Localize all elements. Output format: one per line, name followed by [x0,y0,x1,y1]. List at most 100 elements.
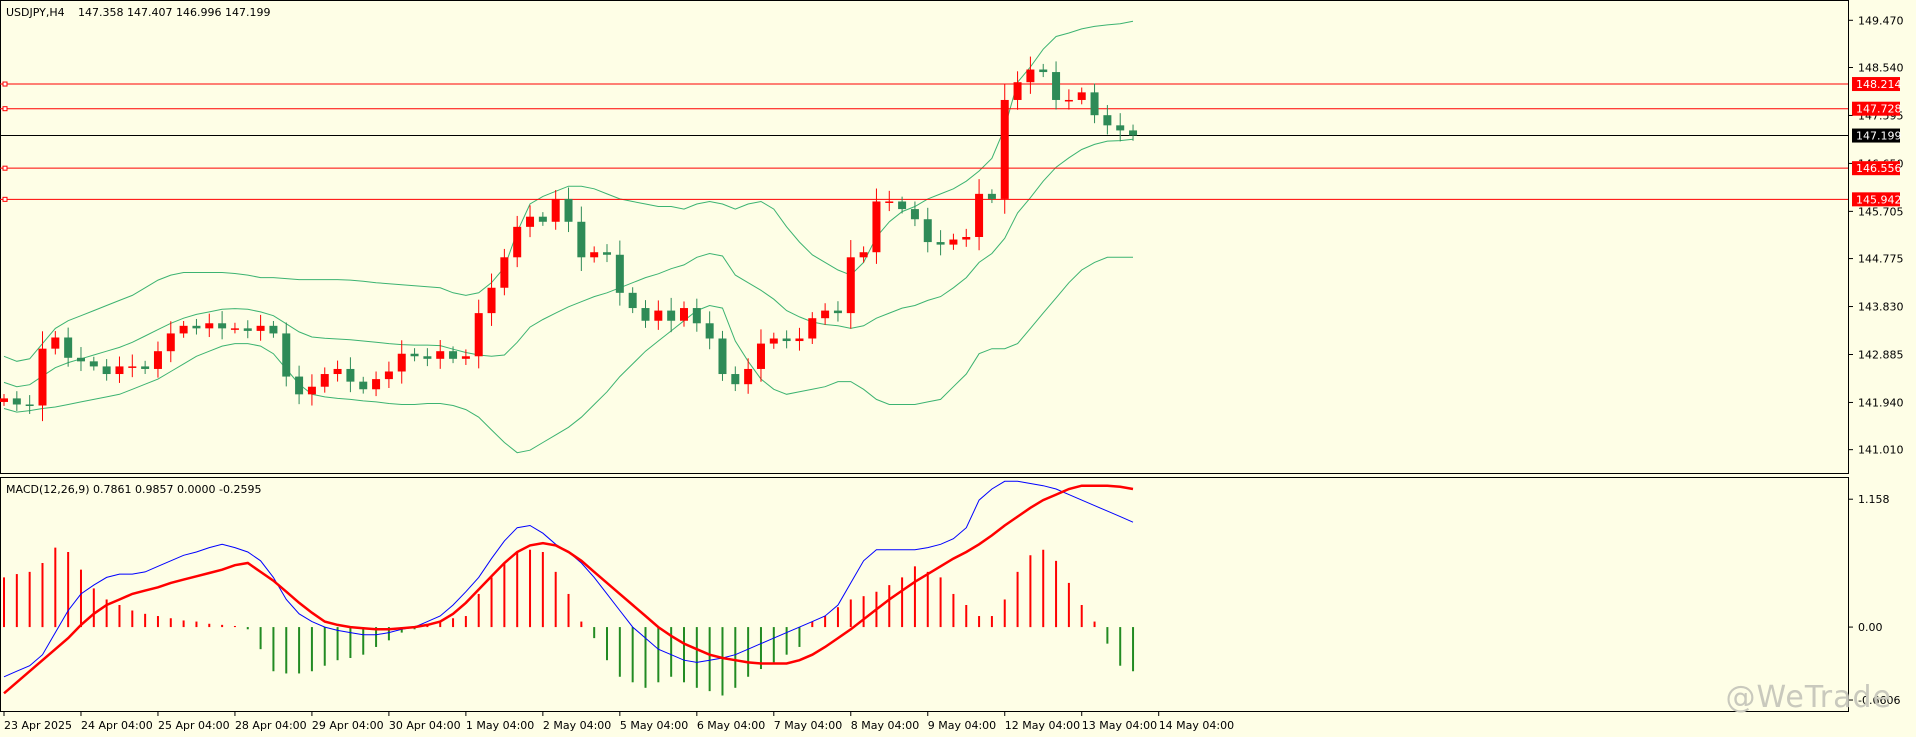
candle-body[interactable] [307,386,316,395]
candle-body[interactable] [923,219,932,243]
candle-body[interactable] [500,257,509,288]
candle-body[interactable] [346,368,355,382]
candle-body[interactable] [538,216,547,222]
candle-body[interactable] [590,252,599,258]
candle-body[interactable] [1129,130,1138,136]
candle-body[interactable] [115,366,124,375]
candle-body[interactable] [744,368,753,385]
candle-body[interactable] [692,308,701,324]
candle-body[interactable] [962,237,971,240]
candle-body[interactable] [218,323,227,329]
candle-body[interactable] [1013,82,1022,100]
candle-body[interactable] [782,338,791,342]
price-tick-label: 145.705 [1858,205,1904,218]
candle-body[interactable] [1039,69,1048,73]
level-anchor-2[interactable] [2,165,8,171]
candle-body[interactable] [1077,92,1086,100]
candle-body[interactable] [205,323,214,329]
candle-body[interactable] [410,353,419,357]
time-tick-label: 29 Apr 04:00 [312,719,384,732]
candle-body[interactable] [705,323,714,339]
candle-body[interactable] [282,333,291,377]
candle-body[interactable] [513,226,522,258]
candle-body[interactable] [833,310,842,314]
candle-body[interactable] [577,221,586,258]
candle-body[interactable] [641,308,650,321]
candle-body[interactable] [975,193,984,237]
candle-body[interactable] [846,257,855,314]
candle-body[interactable] [1000,99,1009,199]
candle-body[interactable] [526,216,535,227]
candle-body[interactable] [320,374,329,387]
macd-panel[interactable]: 1.158 0.00 -0.6606 MACD(12,26,9) 0.7861 0.… [0,477,1901,712]
candle-body[interactable] [628,292,637,309]
candle-body[interactable] [821,310,830,319]
candle-body[interactable] [756,343,765,369]
candle-body[interactable] [474,313,483,357]
candle-body[interactable] [487,287,496,314]
candle-body[interactable] [192,325,201,329]
candle-body[interactable] [128,366,137,368]
candle-body[interactable] [615,254,624,293]
candle-body[interactable] [38,348,47,406]
candle-body[interactable] [25,404,34,406]
candle-body[interactable] [295,376,304,395]
candle-body[interactable] [859,252,868,258]
candle-body[interactable] [423,356,432,359]
candle-body[interactable] [141,366,150,369]
candle-body[interactable] [269,325,278,334]
candle-body[interactable] [256,325,265,331]
candle-body[interactable] [51,337,60,349]
price-panel[interactable]: 149.470148.540147.595146.650145.705144.7… [0,0,1904,474]
candle-body[interactable] [603,252,612,255]
signal-line [3,484,1134,695]
current-price-label: 147.199 [1856,130,1902,143]
candle-body[interactable] [1103,115,1112,126]
candle-body[interactable] [718,338,727,375]
candle-body[interactable] [936,242,945,245]
candle-body[interactable] [64,337,73,358]
candle-body[interactable] [89,361,98,367]
candle-body[interactable] [12,398,21,405]
candle-body[interactable] [333,368,342,375]
candle-body[interactable] [679,308,688,321]
candle-body[interactable] [654,310,663,321]
level-anchor-3[interactable] [2,196,8,202]
candle-body[interactable] [551,198,560,222]
candle-body[interactable] [384,371,393,380]
candle-body[interactable] [436,351,445,359]
candle-body[interactable] [795,338,804,342]
candle-body[interactable] [397,353,406,372]
candle-body[interactable] [1026,69,1035,83]
candle-body[interactable] [153,351,162,369]
candle-body[interactable] [949,239,958,245]
candle-body[interactable] [564,198,573,222]
candle-body[interactable] [1116,125,1125,131]
candle-body[interactable] [76,357,85,362]
candle-body[interactable] [230,328,239,330]
candle-body[interactable] [359,381,368,390]
candle-body[interactable] [987,193,996,199]
candle-body[interactable] [885,201,894,203]
candle-body[interactable] [769,338,778,344]
candle-body[interactable] [179,325,188,334]
candle-body[interactable] [1064,99,1073,102]
level-anchor-1[interactable] [2,106,8,112]
candle-body[interactable] [166,333,175,352]
candle-body[interactable] [1052,72,1061,100]
candle-body[interactable] [872,201,881,253]
candle-body[interactable] [243,328,252,331]
candle-body[interactable] [102,366,111,375]
candle-body[interactable] [731,374,740,385]
candle-body[interactable] [910,209,919,220]
candle-body[interactable] [898,201,907,210]
candle-body[interactable] [372,379,381,390]
candle-body[interactable] [808,318,817,339]
level-anchor-0[interactable] [2,81,8,87]
candle-body[interactable] [449,351,458,359]
candle-body[interactable] [461,356,470,359]
candle-body[interactable] [0,398,8,402]
candle-body[interactable] [1090,92,1099,116]
candle-body[interactable] [667,310,676,321]
